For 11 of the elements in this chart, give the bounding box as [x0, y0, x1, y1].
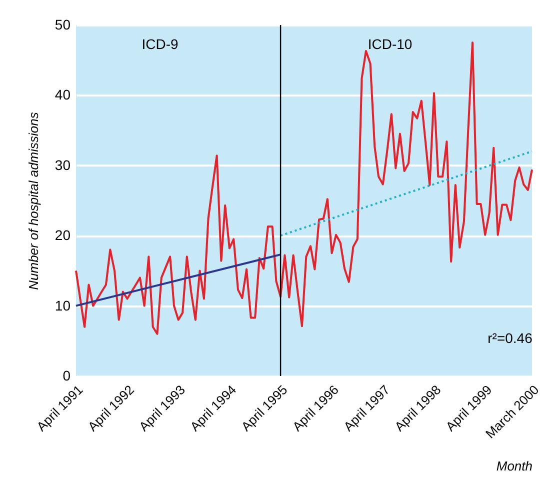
- annotation: ICD-10: [368, 36, 412, 52]
- x-axis-title: Month: [496, 458, 532, 474]
- y-tick-label: 50: [54, 16, 71, 32]
- y-tick-label: 40: [54, 86, 71, 103]
- y-tick-label: 20: [54, 227, 71, 244]
- annotation: ICD-9: [142, 36, 178, 52]
- y-tick-label: 30: [54, 156, 71, 173]
- annotation: r²=0.46: [488, 330, 533, 346]
- y-tick-label: 0: [62, 368, 71, 384]
- y-tick-label: 10: [54, 297, 71, 314]
- y-axis-title: Number of hospital admissions: [26, 112, 41, 290]
